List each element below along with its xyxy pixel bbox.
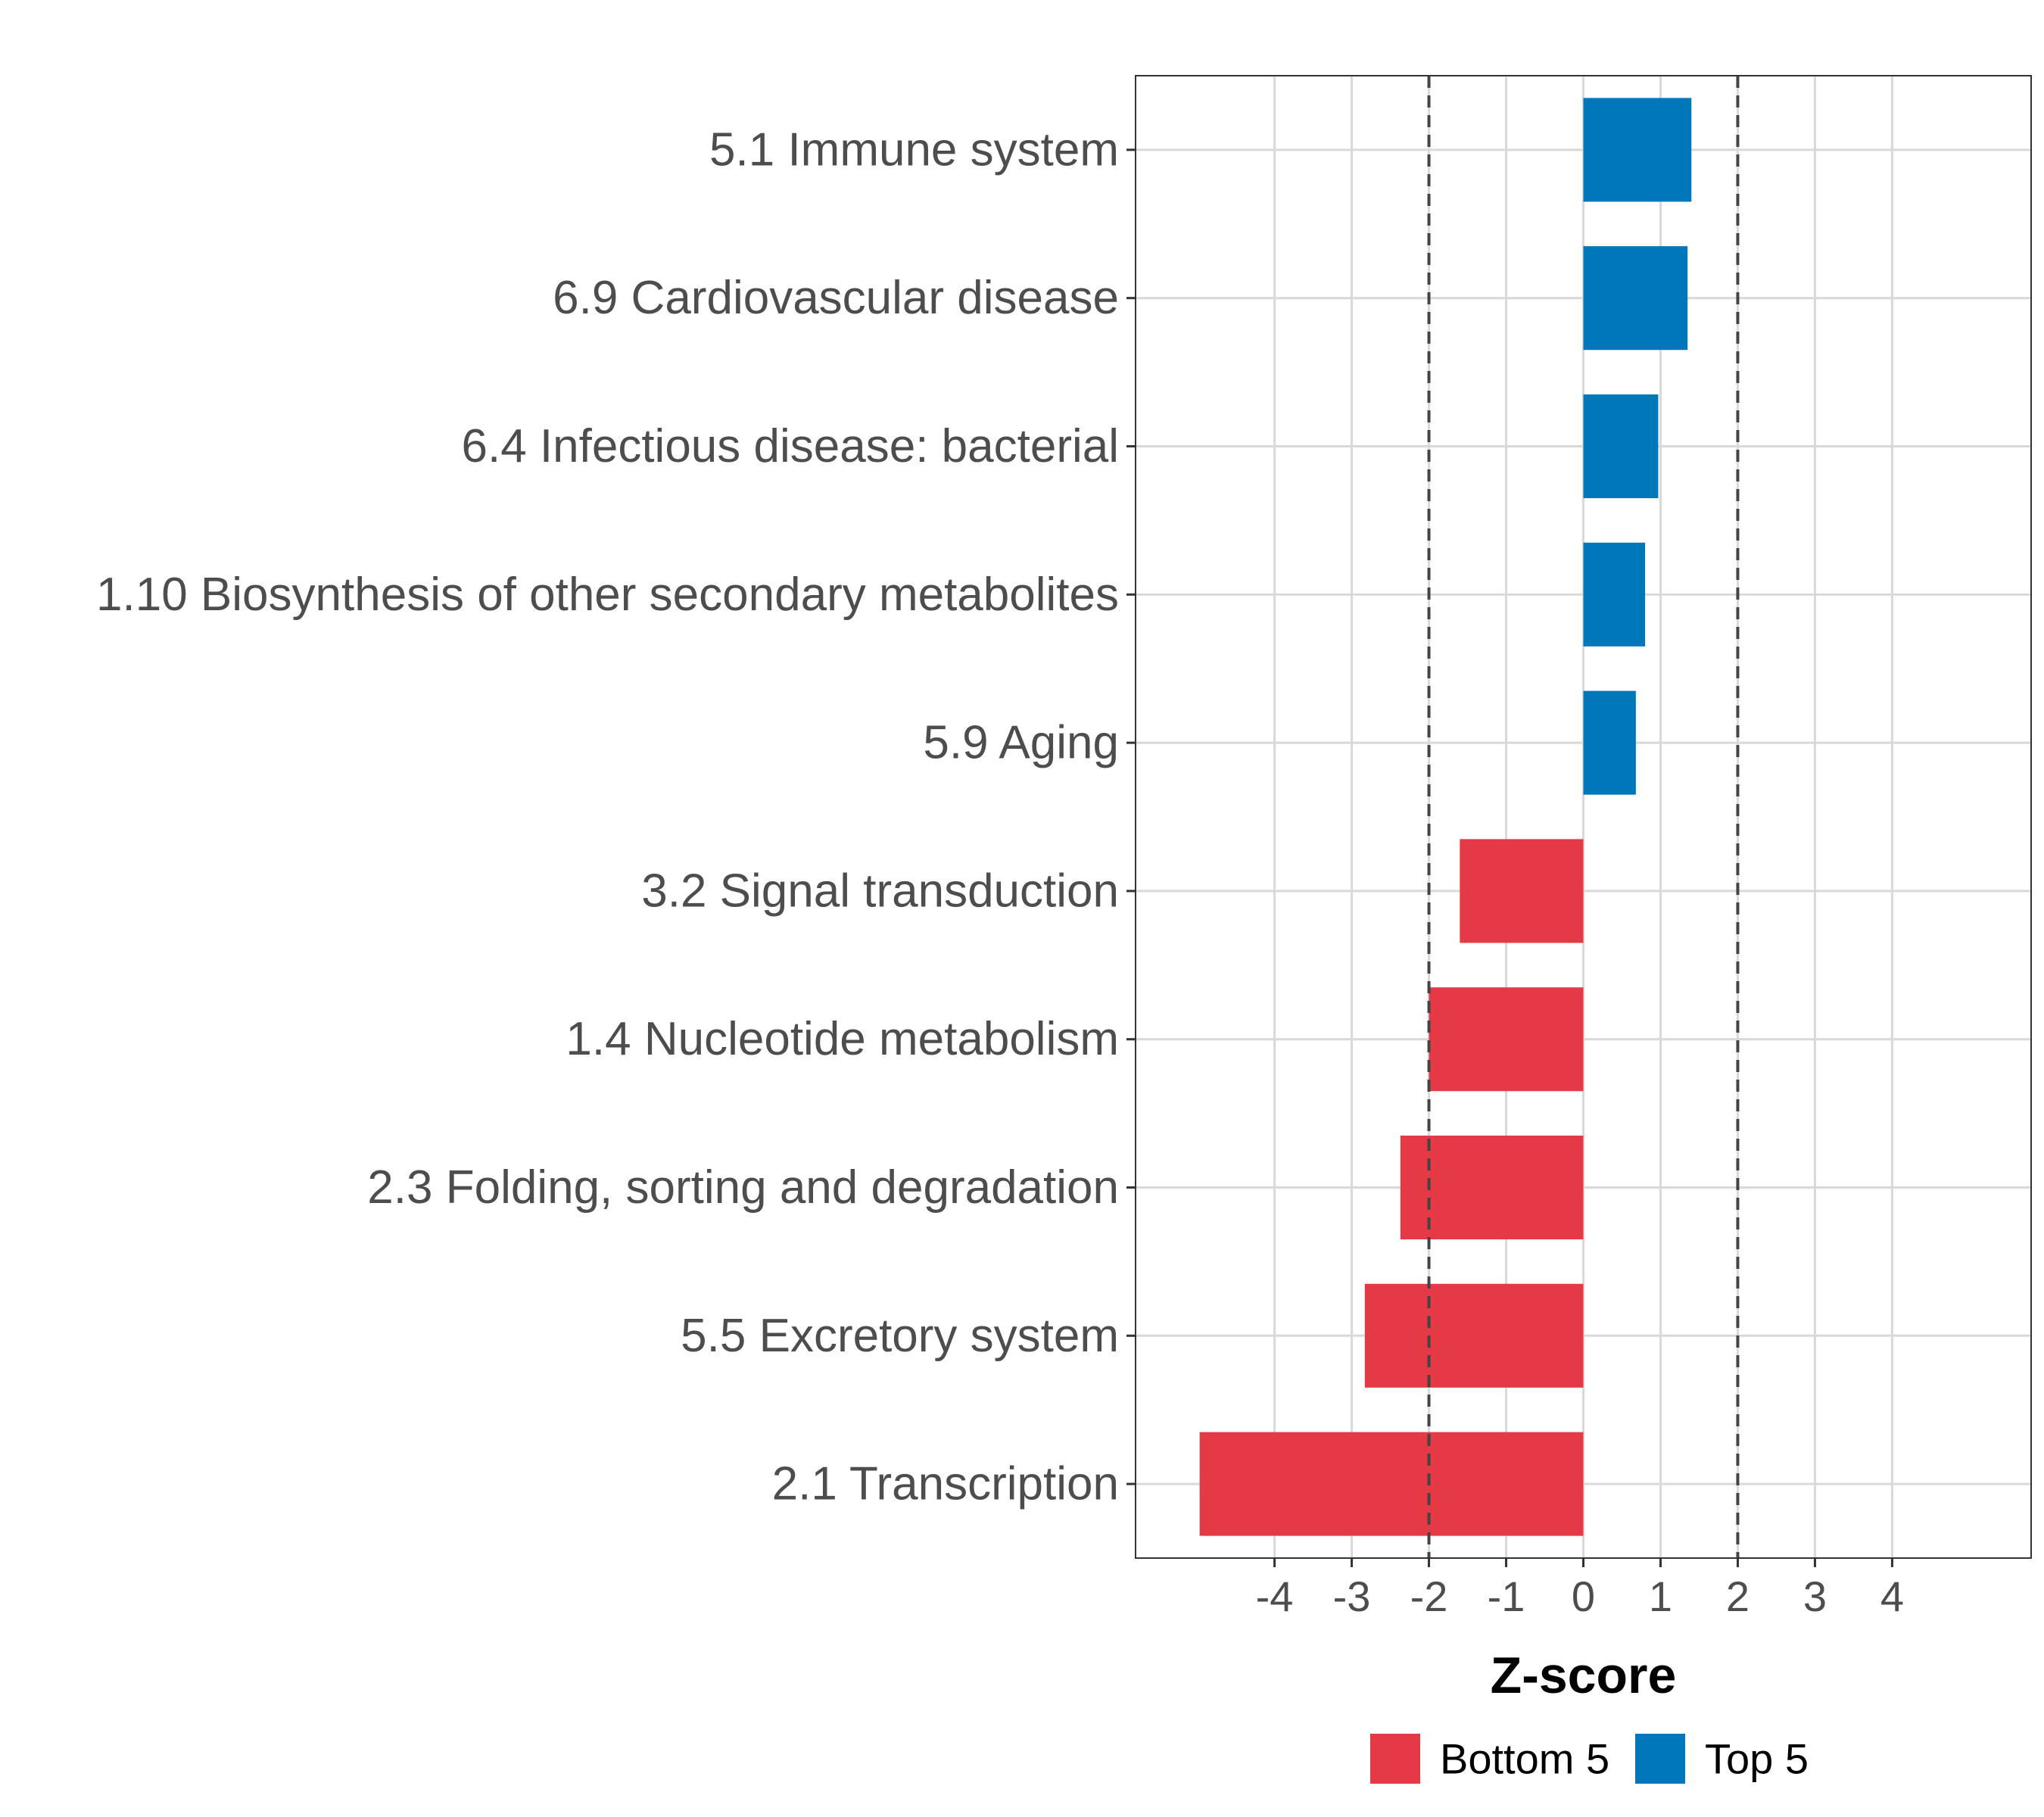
x-tick-label: 3 bbox=[1803, 1572, 1827, 1620]
x-tick-label: 4 bbox=[1880, 1572, 1904, 1620]
category-label: 1.10 Biosynthesis of other secondary met… bbox=[96, 569, 1119, 621]
category-label: 5.9 Aging bbox=[923, 717, 1119, 769]
bar bbox=[1460, 839, 1584, 943]
bar bbox=[1583, 246, 1688, 351]
bar bbox=[1429, 987, 1584, 1092]
bar bbox=[1400, 1135, 1584, 1240]
legend-label: Top 5 bbox=[1705, 1735, 1809, 1783]
legend: Bottom 5 Top 5 bbox=[1370, 1734, 1809, 1784]
x-tick-label: 1 bbox=[1649, 1572, 1672, 1620]
bars bbox=[1199, 98, 1692, 1536]
category-label: 2.3 Folding, sorting and degradation bbox=[367, 1161, 1119, 1214]
x-tick-label: -1 bbox=[1488, 1572, 1525, 1620]
x-tick-label: -4 bbox=[1256, 1572, 1294, 1620]
bar bbox=[1583, 98, 1692, 202]
legend-label: Bottom 5 bbox=[1440, 1735, 1609, 1783]
category-label: 5.1 Immune system bbox=[709, 123, 1119, 176]
legend-swatch bbox=[1370, 1734, 1420, 1784]
x-tick-label: -3 bbox=[1333, 1572, 1371, 1620]
category-label: 6.9 Cardiovascular disease bbox=[553, 272, 1119, 324]
reference-lines bbox=[1427, 76, 1740, 1558]
category-label: 3.2 Signal transduction bbox=[641, 865, 1119, 917]
category-label: 5.5 Excretory system bbox=[681, 1310, 1119, 1362]
legend-swatch bbox=[1635, 1734, 1685, 1784]
bar bbox=[1364, 1283, 1584, 1388]
x-axis: -4 -3 -2 -1 0 1 2 3 4 bbox=[1256, 1558, 1904, 1620]
x-tick-label: 0 bbox=[1572, 1572, 1595, 1620]
bar bbox=[1199, 1432, 1584, 1536]
bar bbox=[1583, 690, 1636, 795]
category-label: 6.4 Infectious disease: bacterial bbox=[461, 420, 1119, 472]
bar bbox=[1583, 542, 1646, 647]
x-tick-label: -2 bbox=[1410, 1572, 1448, 1620]
category-label: 2.1 Transcription bbox=[772, 1458, 1119, 1510]
x-tick-label: 2 bbox=[1726, 1572, 1750, 1620]
x-axis-title: Z-score bbox=[1491, 1647, 1677, 1704]
y-axis: 5.1 Immune system 6.9 Cardiovascular dise… bbox=[96, 123, 1136, 1510]
bar bbox=[1583, 394, 1659, 499]
category-label: 1.4 Nucleotide metabolism bbox=[566, 1013, 1119, 1065]
